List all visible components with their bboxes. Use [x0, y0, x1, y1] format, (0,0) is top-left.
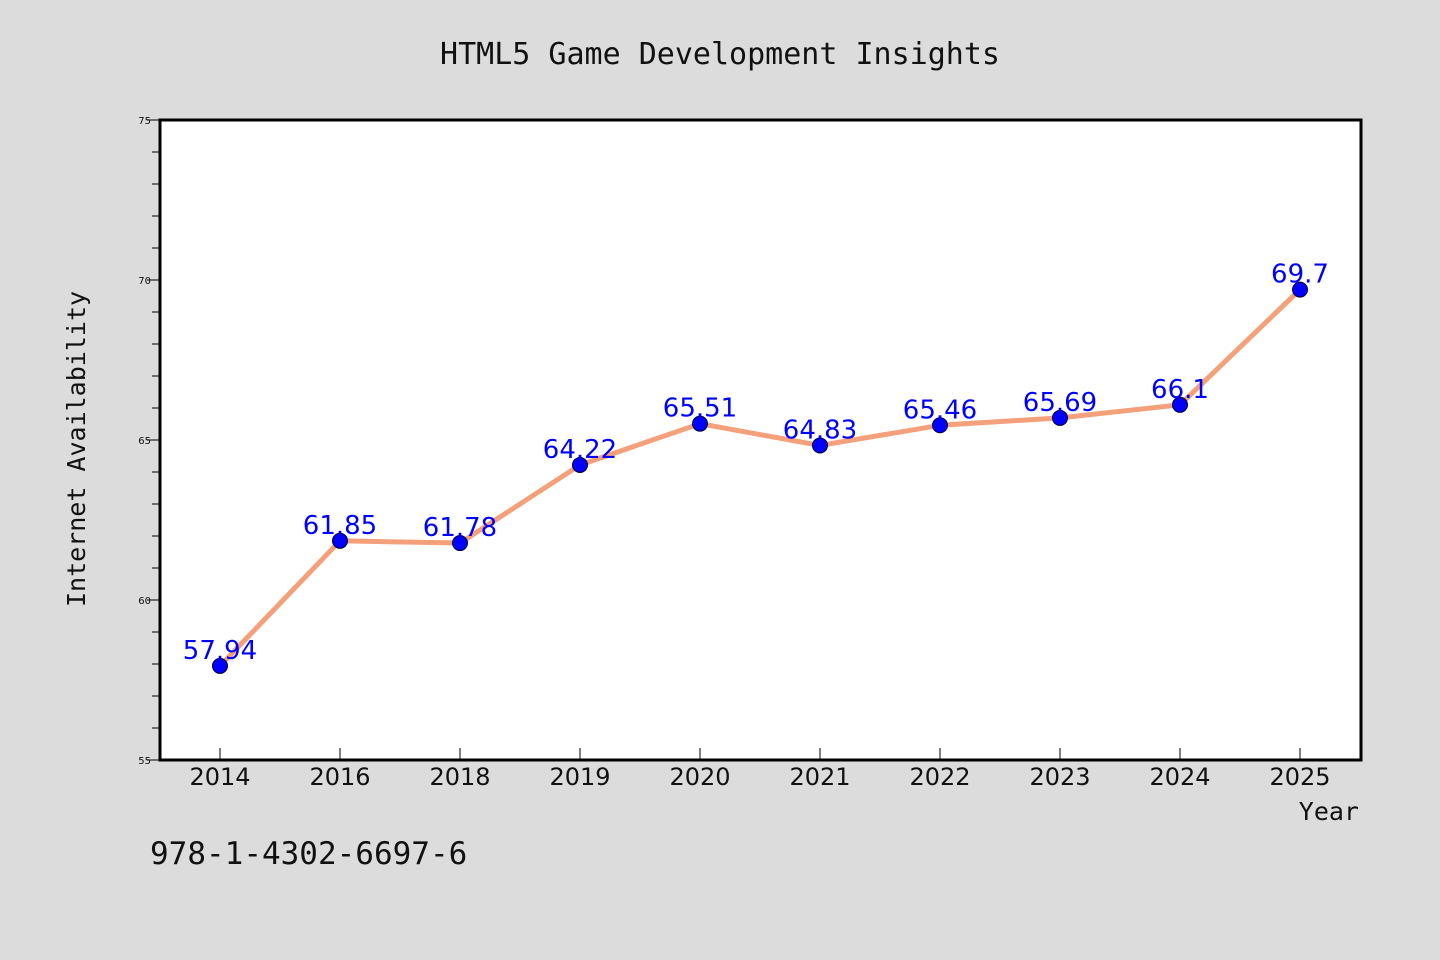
y-tick-label: 65	[138, 436, 151, 447]
data-label: 66.1	[1151, 375, 1209, 405]
x-tick-label: 2019	[549, 763, 610, 791]
data-label: 57.94	[183, 636, 257, 666]
x-tick-label: 2024	[1149, 763, 1210, 791]
chart-title: HTML5 Game Development Insights	[440, 37, 1000, 72]
x-tick-label: 2023	[1029, 763, 1090, 791]
x-axis-label: Year	[1299, 797, 1359, 826]
data-label: 69.7	[1271, 260, 1329, 290]
y-tick-label: 70	[138, 276, 151, 287]
x-axis-ticks: 2014 2016 2018 2019 2020 2021 2022 2023 2024 2025	[189, 748, 1331, 791]
data-labels: 57.94 61.85 61.78 64.22 65.51 64.83 65.46 65.69…	[183, 260, 1329, 666]
x-tick-label: 2014	[189, 763, 250, 791]
y-tick-label: 60	[138, 596, 151, 607]
data-point	[212, 657, 228, 674]
plot-area	[158, 118, 1363, 762]
data-label: 61.85	[303, 511, 377, 541]
data-label: 65.69	[1023, 388, 1097, 418]
x-tick-label: 2022	[909, 763, 970, 791]
footer-code: 978-1-4302-6697-6	[150, 836, 467, 872]
x-tick-label: 2016	[309, 763, 370, 791]
y-tick-label: 55	[138, 756, 151, 767]
y-axis-ticks: 55 60 65 70 75	[138, 116, 160, 767]
data-label: 64.22	[543, 435, 617, 465]
data-markers	[212, 281, 1308, 674]
data-point	[932, 417, 948, 434]
data-label: 64.83	[783, 415, 857, 445]
data-point	[1052, 409, 1068, 426]
x-tick-label: 2018	[429, 763, 490, 791]
data-point	[572, 456, 588, 473]
data-label: 61.78	[423, 513, 497, 543]
x-tick-label: 2020	[669, 763, 730, 791]
y-axis-label: Internet Availability	[62, 291, 91, 607]
data-point	[1172, 396, 1188, 413]
series-line	[217, 287, 1303, 669]
data-label: 65.46	[903, 395, 977, 425]
data-point	[692, 415, 708, 432]
y-tick-label: 75	[138, 116, 151, 127]
data-point	[1292, 281, 1308, 298]
data-point	[812, 437, 828, 454]
x-tick-label: 2025	[1269, 763, 1330, 791]
data-label: 65.51	[663, 394, 737, 424]
data-point	[452, 535, 468, 552]
data-point	[332, 532, 348, 549]
x-tick-label: 2021	[789, 763, 850, 791]
